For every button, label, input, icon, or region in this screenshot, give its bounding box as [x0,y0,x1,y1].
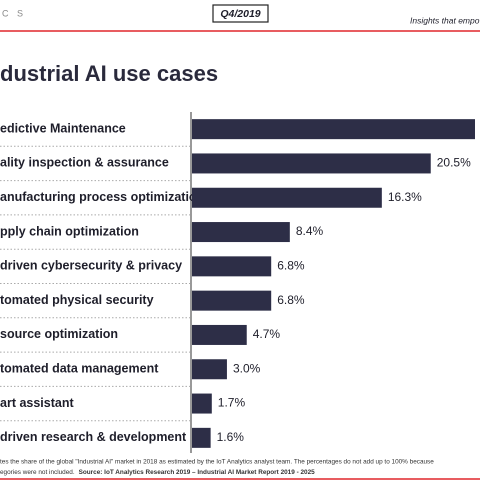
footnote-source: Source: IoT Analytics Research 2019 – In… [79,469,316,476]
badge-box [212,4,269,23]
rows: edictive Maintenance24.3%ality inspectio… [0,119,475,448]
category-label: tomated data management [0,362,159,376]
footnote-line: tes the share of the global "Industrial … [0,459,434,466]
footnote-text: egories were not included. [0,469,75,476]
value-label: 6.8% [277,259,305,273]
value-label: 3.0% [233,361,261,375]
bar [192,222,290,243]
value-label: 16.3% [388,190,422,204]
value-label: 8.4% [296,224,324,238]
tagline: Insights that empow [410,15,480,25]
value-label: 6.8% [277,293,305,307]
bar [192,290,272,311]
chart-title: dustrial AI use cases [0,61,218,86]
value-label: 1.7% [218,396,246,410]
value-label: 1.6% [217,430,245,444]
bar [192,153,431,174]
category-label: pply chain optimization [0,224,139,238]
bar [192,256,272,277]
bar [192,393,212,414]
bar [192,119,475,140]
category-label: source optimization [0,327,118,341]
category-label: tomated physical security [0,293,154,307]
category-label: driven research & development [0,430,187,444]
bar [192,427,211,448]
category-label: edictive Maintenance [0,121,126,135]
badge: Q4/2019 [220,8,260,20]
category-label: anufacturing process optimization [0,190,204,204]
category-label: driven cybersecurity & privacy [0,259,182,273]
bar [192,187,382,208]
footnote-line: egories were not included. Source: IoT An… [0,469,315,476]
value-label: 20.5% [437,156,471,170]
category-label: ality inspection & assurance [0,156,169,170]
bar [192,324,247,345]
value-label: 4.7% [253,327,281,341]
category-label: art assistant [0,396,74,410]
bar [192,359,227,380]
logo: C S [2,8,26,18]
